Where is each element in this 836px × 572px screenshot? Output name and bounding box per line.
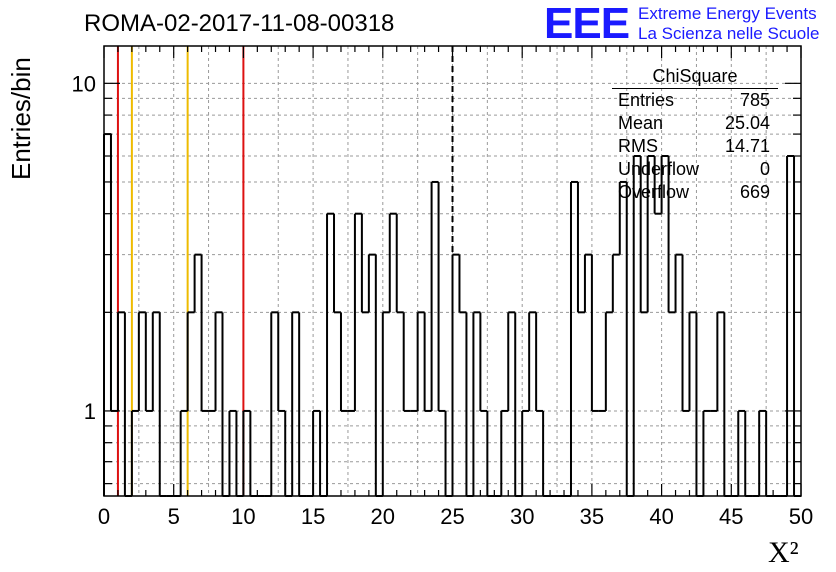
x-tick-label: 40 xyxy=(649,504,673,529)
eee-logo: EEE xyxy=(544,0,630,48)
stats-value: 25.04 xyxy=(724,113,770,133)
x-tick-label: 20 xyxy=(371,504,395,529)
histogram-bars xyxy=(103,133,801,497)
y-tick-label: 1 xyxy=(84,399,96,424)
stats-label: Mean xyxy=(618,113,664,133)
stats-label: RMS xyxy=(618,136,658,156)
stats-value: 785 xyxy=(739,90,770,110)
x-tick-label: 5 xyxy=(168,504,180,529)
logo-tagline-2: La Scienza nelle Scuole xyxy=(638,24,820,43)
stats-row-rms: RMS 14.71 xyxy=(612,135,778,158)
stats-value: 669 xyxy=(739,182,770,202)
x-tick-label: 45 xyxy=(719,504,743,529)
stats-label: Overflow xyxy=(618,182,690,202)
stats-label: Underflow xyxy=(618,159,700,179)
stats-row-entries: Entries 785 xyxy=(612,89,778,112)
logo-tagline-1: Extreme Energy Events xyxy=(638,4,817,23)
x-tick-label: 15 xyxy=(301,504,325,529)
stats-row-overflow: Overflow 669 xyxy=(612,181,778,204)
stats-title: ChiSquare xyxy=(612,66,778,89)
chart-title: ROMA-02-2017-11-08-00318 xyxy=(84,10,395,37)
x-tick-label: 25 xyxy=(440,504,464,529)
stats-label: Entries xyxy=(618,90,675,110)
axes: 0 5 10 15 20 25 30 35 40 45 50 1 10 xyxy=(72,45,813,529)
x-tick-label: 0 xyxy=(98,504,110,529)
x-tick-label: 50 xyxy=(789,504,813,529)
x-axis-label: X² xyxy=(768,536,799,569)
y-tick-label: 10 xyxy=(72,71,96,96)
stats-box: ChiSquare Entries 785 Mean 25.04 RMS 14.… xyxy=(612,66,778,204)
stats-row-mean: Mean 25.04 xyxy=(612,112,778,135)
x-tick-label: 10 xyxy=(231,504,255,529)
x-tick-label: 35 xyxy=(580,504,604,529)
stats-value: 14.71 xyxy=(724,136,770,156)
stats-row-underflow: Underflow 0 xyxy=(612,158,778,181)
x-tick-label: 30 xyxy=(510,504,534,529)
stats-value: 0 xyxy=(759,159,770,179)
